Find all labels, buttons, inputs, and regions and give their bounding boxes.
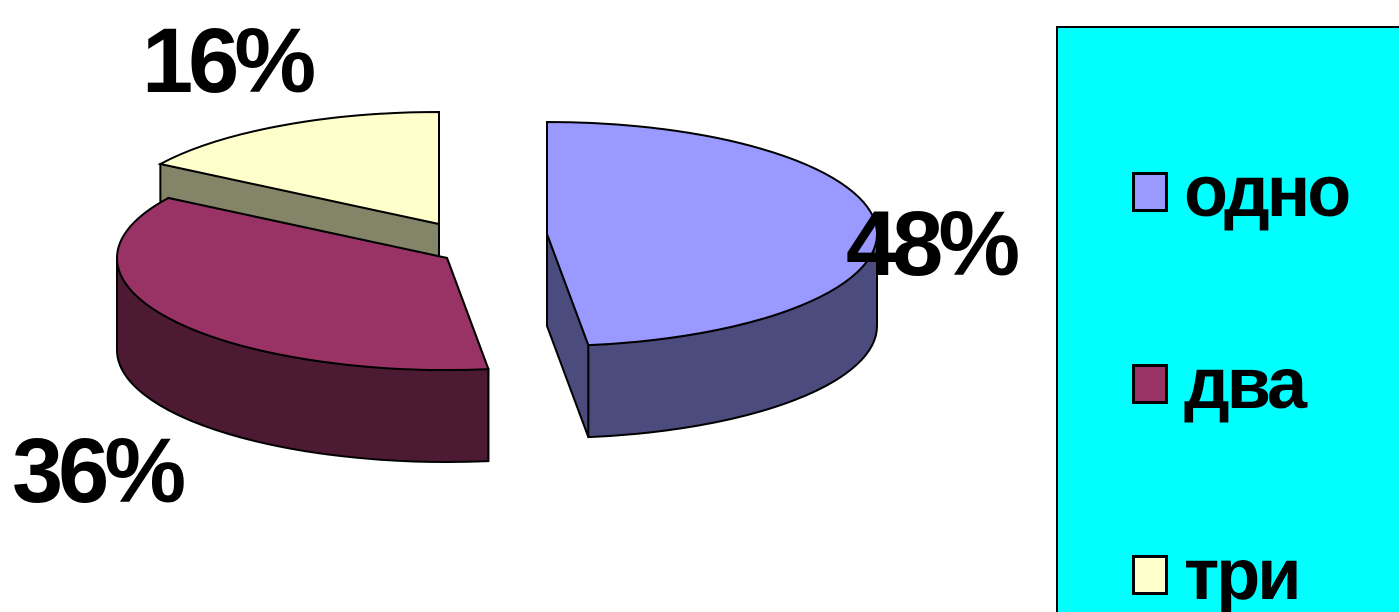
- slice-top-odno: [546, 120, 878, 347]
- legend-swatch-odno: [1132, 172, 1168, 212]
- legend-swatch-tri: [1132, 555, 1168, 595]
- labels-layer: 16% 48% 36%: [12, 10, 1023, 522]
- legend-swatch-dva: [1132, 364, 1168, 404]
- legend-label-dva: два: [1184, 344, 1307, 424]
- slice-top-tri: [157, 110, 440, 226]
- slice-top-dva: [116, 196, 490, 371]
- legend-label-odno: одно: [1184, 152, 1351, 232]
- legend-item-tri: три: [1132, 530, 1302, 612]
- legend: одно два три: [1056, 26, 1399, 612]
- legend-item-dva: два: [1132, 339, 1307, 429]
- slice-label-odno: 48%: [846, 193, 1018, 295]
- legend-item-odno: одно: [1132, 147, 1351, 237]
- slice-dva: [116, 196, 490, 463]
- slice-label-dva: 36%: [12, 420, 184, 522]
- slice-odno: [546, 120, 878, 439]
- slice-label-tri: 16%: [142, 10, 314, 112]
- slices-layer: [116, 110, 878, 463]
- legend-label-tri: три: [1184, 535, 1302, 612]
